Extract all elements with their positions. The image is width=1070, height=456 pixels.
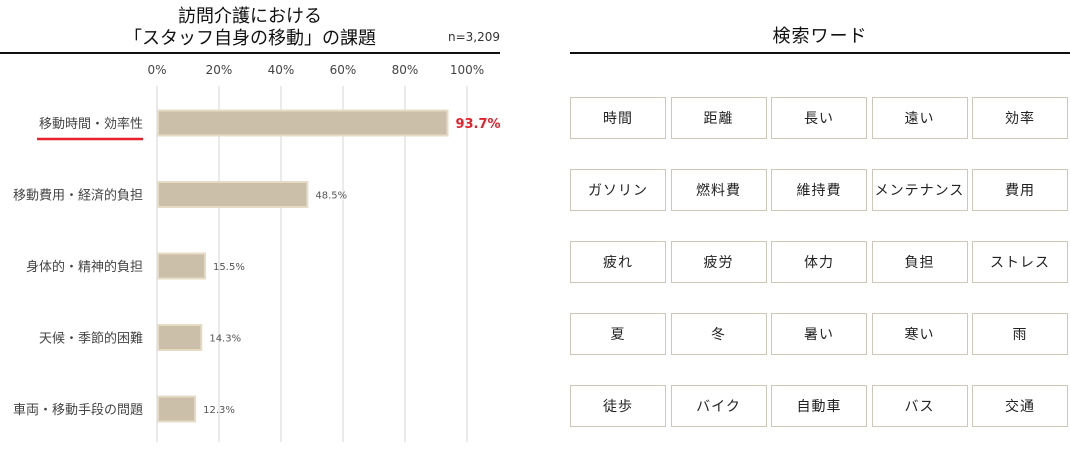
search-word-cell: 暑い	[771, 313, 867, 355]
category-label: 移動費用・経済的負担	[13, 188, 143, 204]
chart-title-line2: 「スタッフ自身の移動」の課題	[124, 28, 376, 49]
search-words-rule	[570, 52, 1070, 54]
search-word-cell: 体力	[771, 241, 867, 283]
x-tick-label: 0%	[147, 63, 166, 77]
search-word-cell: 寒い	[871, 313, 968, 355]
x-tick-label: 100%	[450, 63, 484, 77]
search-word-cell: 長い	[771, 97, 867, 139]
search-word-cell: 費用	[972, 169, 1068, 211]
search-word-cell: 自動車	[771, 385, 867, 427]
chart-title-rule	[0, 52, 500, 54]
search-word-cell: 効率	[972, 97, 1068, 139]
search-word-cell: 雨	[972, 313, 1068, 355]
data-label: 12.3%	[203, 405, 235, 416]
sample-size-label: n=3,209	[448, 30, 501, 44]
bar	[157, 181, 309, 208]
search-word-cell: 徒歩	[570, 385, 666, 427]
category-label: 身体的・精神的負担	[26, 259, 143, 275]
search-word-cell: 維持費	[771, 169, 867, 211]
x-tick-label: 40%	[268, 63, 295, 77]
search-word-cell: メンテナンス	[871, 169, 968, 211]
data-label: 48.5%	[315, 191, 347, 202]
bar	[157, 395, 197, 423]
x-tick-label: 80%	[392, 63, 419, 77]
search-word-cell: 時間	[570, 97, 666, 139]
category-label: 移動時間・効率性	[39, 116, 143, 132]
search-word-cell: ストレス	[972, 241, 1068, 283]
search-word-cell: バイク	[670, 385, 767, 427]
search-word-cell: 疲労	[670, 241, 767, 283]
search-word-cell: 交通	[972, 385, 1068, 427]
survey-chart-panel: 訪問介護における 「スタッフ自身の移動」の課題 n=3,209 0% 20% 40%…	[0, 6, 501, 442]
bar	[157, 252, 207, 280]
search-word-cell: ガソリン	[570, 169, 666, 211]
search-word-cell: 夏	[570, 313, 666, 355]
chart-title-line1: 訪問介護における	[178, 6, 322, 27]
data-label: 15.5%	[213, 262, 245, 273]
data-label: 14.3%	[209, 334, 241, 345]
data-label: 93.7%	[455, 117, 500, 132]
category-label: 天候・季節的困難	[39, 331, 143, 347]
bar-chart: 0% 20% 40% 60% 80% 100% 移動時間・効率性 93.7% 移動費用・経済的負…	[13, 63, 501, 442]
search-word-cell: 負担	[871, 241, 968, 283]
search-word-cell: バス	[871, 385, 968, 427]
search-word-cell: 燃料費	[670, 169, 767, 211]
search-words-title: 検索ワード	[772, 26, 868, 47]
search-word-cell: 疲れ	[570, 241, 666, 283]
search-word-cell: 遠い	[871, 97, 968, 139]
bar	[157, 324, 203, 351]
x-tick-label: 20%	[206, 63, 233, 77]
search-word-cell: 冬	[670, 313, 767, 355]
search-words-panel: 検索ワード 時間 距離 長い 遠い 効率ガソリン 燃料費 維持費 メンテナンス 費用疲れ 疲労 体力…	[570, 0, 1070, 456]
search-word-cell: 距離	[670, 97, 767, 139]
category-label: 車両・移動手段の問題	[13, 403, 143, 418]
bar	[157, 109, 449, 137]
x-tick-label: 60%	[330, 63, 357, 77]
